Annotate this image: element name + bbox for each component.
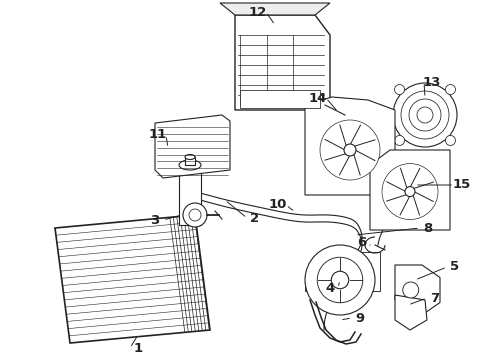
Bar (185, 157, 195, 165)
Bar (179, 165, 201, 225)
Circle shape (417, 107, 433, 123)
Circle shape (344, 144, 356, 156)
Text: 15: 15 (453, 179, 471, 192)
Text: 8: 8 (423, 221, 433, 234)
Polygon shape (220, 3, 330, 15)
Text: 1: 1 (133, 342, 143, 355)
Text: 3: 3 (150, 213, 160, 226)
Text: 14: 14 (309, 91, 327, 104)
Circle shape (189, 209, 201, 221)
Text: 6: 6 (357, 235, 367, 248)
Text: 2: 2 (250, 211, 260, 225)
Circle shape (401, 91, 449, 139)
Circle shape (305, 245, 375, 315)
Polygon shape (395, 295, 427, 330)
Circle shape (317, 257, 363, 303)
Circle shape (382, 163, 438, 220)
Text: 9: 9 (355, 311, 365, 324)
Text: 12: 12 (249, 5, 267, 18)
Circle shape (331, 271, 349, 289)
Circle shape (445, 85, 456, 95)
Ellipse shape (179, 160, 201, 170)
Polygon shape (370, 150, 450, 230)
Polygon shape (305, 252, 380, 291)
Text: 4: 4 (325, 282, 335, 294)
Text: 7: 7 (430, 292, 440, 305)
Circle shape (183, 203, 207, 227)
Polygon shape (305, 97, 395, 195)
Circle shape (393, 83, 457, 147)
Circle shape (320, 120, 380, 180)
Ellipse shape (185, 154, 195, 159)
Circle shape (409, 99, 441, 131)
Polygon shape (395, 265, 440, 315)
Circle shape (403, 282, 419, 298)
Bar (240, 90, 320, 108)
Circle shape (445, 135, 456, 145)
Text: 11: 11 (149, 129, 167, 141)
Text: 13: 13 (423, 76, 441, 89)
Polygon shape (155, 115, 230, 178)
Circle shape (405, 186, 415, 197)
Circle shape (394, 135, 405, 145)
Polygon shape (235, 15, 330, 110)
Circle shape (394, 85, 405, 95)
Polygon shape (55, 215, 210, 343)
Text: 10: 10 (269, 198, 287, 211)
Text: 5: 5 (450, 261, 460, 274)
